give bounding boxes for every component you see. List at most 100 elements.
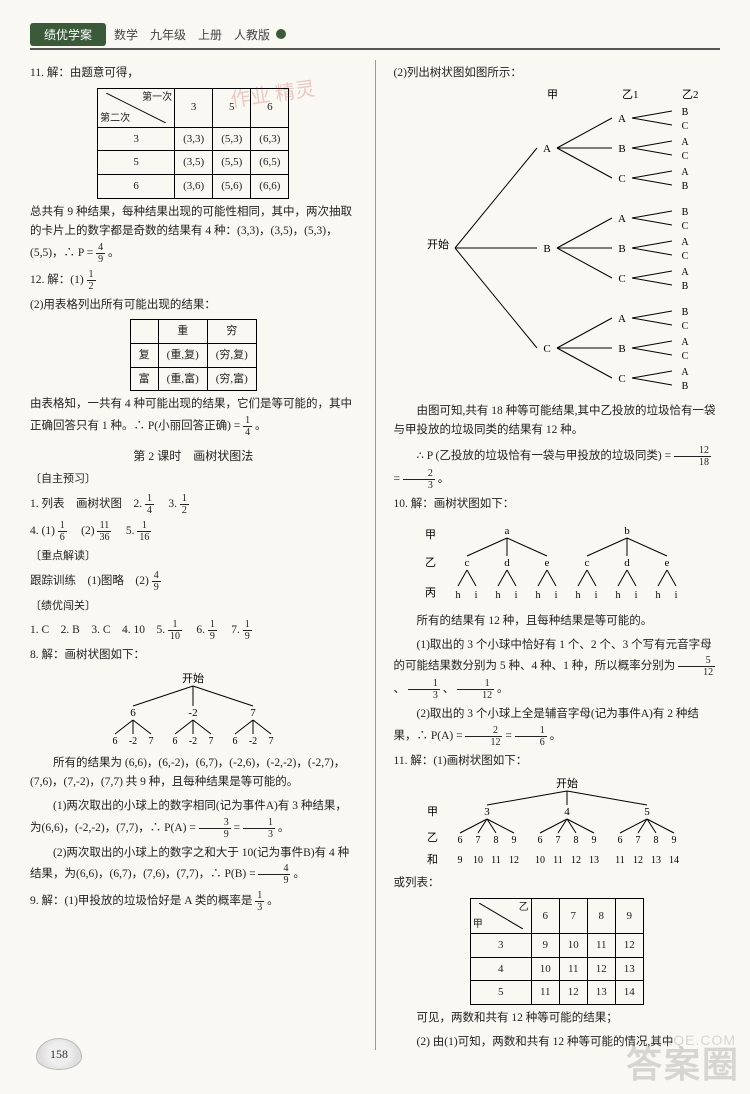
- header-dot: [276, 29, 286, 39]
- svg-text:9: 9: [511, 835, 516, 846]
- svg-text:乙: 乙: [425, 556, 436, 569]
- svg-text:B: B: [681, 307, 688, 318]
- left-column: 11. 解：由题意可得， 第一次 第二次 3 5 6 3(3,3)(5,3)(6…: [30, 60, 357, 1050]
- svg-text:i: i: [634, 590, 637, 601]
- watermark-url: MXQE.COM: [650, 1032, 736, 1048]
- svg-text:8: 8: [573, 835, 578, 846]
- svg-text:A: A: [543, 143, 551, 155]
- t11-c2: 6: [251, 88, 289, 127]
- p8a: 所有的结果为 (6,6)，(6,-2)，(6,7)，(-2,6)，(-2,-2)…: [30, 754, 357, 793]
- table-row: 富(重,富)(穷,富): [130, 367, 256, 391]
- svg-text:12: 12: [509, 855, 519, 866]
- header-meta: 数学 九年级 上册 人教版: [114, 26, 270, 43]
- svg-text:A: A: [681, 137, 689, 148]
- svg-text:h: h: [575, 590, 580, 601]
- svg-text:A: A: [681, 367, 689, 378]
- table-12: 重穷 复(重,复)(穷,复) 富(重,富)(穷,富): [130, 319, 257, 391]
- svg-text:8: 8: [493, 835, 498, 846]
- svg-text:h: h: [455, 590, 460, 601]
- q11-intro: 11. 解：由题意可得，: [30, 64, 357, 84]
- series-tab: 绩优学案: [30, 23, 106, 46]
- svg-text:B: B: [543, 243, 550, 255]
- t11-c0: 3: [175, 88, 213, 127]
- svg-text:乙2: 乙2: [682, 88, 699, 101]
- t11-corner-bot: 第二次: [100, 110, 130, 127]
- svg-text:B: B: [681, 181, 688, 192]
- svg-text:B: B: [681, 207, 688, 218]
- table-row: 5(3,5)(5,5)(6,5): [98, 151, 289, 175]
- p2a: (2)列出树状图如图所示：: [394, 64, 721, 84]
- svg-text:10: 10: [473, 855, 483, 866]
- svg-text:B: B: [681, 381, 688, 392]
- svg-text:甲: 甲: [427, 806, 438, 818]
- svg-text:C: C: [543, 343, 550, 355]
- p2c: ∴ P (乙投放的垃圾恰有一袋与甲投放的垃圾同类) = 1218 = 23 。: [394, 445, 721, 491]
- table-row: 39101112: [470, 933, 643, 957]
- svg-text:h: h: [655, 590, 660, 601]
- svg-text:i: i: [514, 590, 517, 601]
- zhongdian-jiedu: 〔重点解读〕: [30, 547, 357, 566]
- svg-text:6: 6: [131, 707, 137, 719]
- svg-text:开始: 开始: [556, 776, 578, 790]
- page: 作业 精灵 绩优学案 数学 九年级 上册 人教版 11. 解：由题意可得， 第一…: [0, 0, 750, 1094]
- table-row: 6(3,6)(5,6)(6,6): [98, 174, 289, 198]
- table-11: 第一次 第二次 3 5 6 3(3,3)(5,3)(6,3) 5(3,5)(5,…: [97, 88, 289, 199]
- svg-text:5: 5: [644, 806, 650, 818]
- svg-text:3: 3: [484, 806, 490, 818]
- svg-text:B: B: [618, 243, 625, 255]
- svg-text:A: A: [618, 113, 626, 125]
- svg-text:A: A: [681, 337, 689, 348]
- table-row: 511121314: [470, 981, 643, 1005]
- svg-text:-2: -2: [129, 736, 137, 747]
- svg-text:7: 7: [251, 707, 257, 719]
- svg-text:C: C: [681, 221, 688, 232]
- p11-body: 总共有 9 种结果，每种结果出现的可能性相同，其中，两次抽取的卡片上的数字都是奇…: [30, 203, 357, 265]
- p11c: 可见，两数和共有 12 种等可能的结果；: [394, 1009, 721, 1029]
- svg-text:B: B: [618, 343, 625, 355]
- svg-text:7: 7: [555, 835, 560, 846]
- p10a: 所有的结果有 12 种，且每种结果是等可能的。: [394, 612, 721, 632]
- svg-text:丙: 丙: [425, 587, 436, 599]
- tree-q8: 开始 6 -2 7 6-27 6-27 6-27: [83, 670, 303, 750]
- svg-text:甲: 甲: [425, 529, 436, 541]
- svg-text:A: A: [618, 213, 626, 225]
- svg-text:b: b: [624, 525, 630, 537]
- svg-text:8: 8: [653, 835, 658, 846]
- table-row: 410111213: [470, 957, 643, 981]
- svg-text:d: d: [504, 557, 510, 569]
- svg-text:-2: -2: [189, 736, 197, 747]
- table-row: 3(3,3)(5,3)(6,3): [98, 127, 289, 151]
- q12-1: 12. 解：(1) 12: [30, 269, 357, 292]
- p2b: 由图可知,共有 18 种等可能结果,其中乙投放的垃圾恰有一袋与甲投放的垃圾同类的…: [394, 402, 721, 441]
- svg-text:7: 7: [209, 736, 214, 747]
- q10: 10. 解：画树状图如下：: [394, 495, 721, 515]
- p8b: (1)两次取出的小球上的数字相同(记为事件A)有 3 种结果，为(6,6)，(-…: [30, 797, 357, 840]
- svg-text:d: d: [624, 557, 630, 569]
- svg-text:h: h: [495, 590, 500, 601]
- svg-text:6: 6: [113, 736, 118, 747]
- svg-text:C: C: [681, 151, 688, 162]
- svg-text:C: C: [681, 321, 688, 332]
- svg-text:h: h: [615, 590, 620, 601]
- section-2-title: 第 2 课时 画树状图法: [30, 446, 357, 466]
- svg-text:A: A: [681, 267, 689, 278]
- p8c: (2)两次取出的小球上的数字之和大于 10(记为事件B)有 4 种结果，为(6,…: [30, 844, 357, 887]
- tree-big: 甲 乙1 乙2 开始 AABCBACCABBABCBACCABCABCBACCA…: [407, 88, 707, 398]
- frac-4-9: 49: [96, 242, 105, 265]
- svg-text:C: C: [618, 373, 625, 385]
- q8-intro: 8. 解：画树状图如下：: [30, 646, 357, 666]
- svg-text:B: B: [681, 107, 688, 118]
- column-divider: [375, 60, 376, 1050]
- p11alt: 或列表：: [394, 874, 721, 894]
- svg-text:13: 13: [589, 855, 599, 866]
- svg-text:i: i: [554, 590, 557, 601]
- svg-text:i: i: [674, 590, 677, 601]
- svg-text:9: 9: [457, 855, 462, 866]
- svg-text:11: 11: [615, 855, 625, 866]
- svg-text:7: 7: [635, 835, 640, 846]
- q11r: 11. 解：(1)画树状图如下：: [394, 752, 721, 772]
- p10b: (1)取出的 3 个小球中恰好有 1 个、2 个、3 个写有元音字母的可能结果数…: [394, 636, 721, 702]
- svg-text:7: 7: [149, 736, 154, 747]
- frac-1-4: 14: [243, 415, 252, 438]
- svg-text:开始: 开始: [182, 671, 204, 685]
